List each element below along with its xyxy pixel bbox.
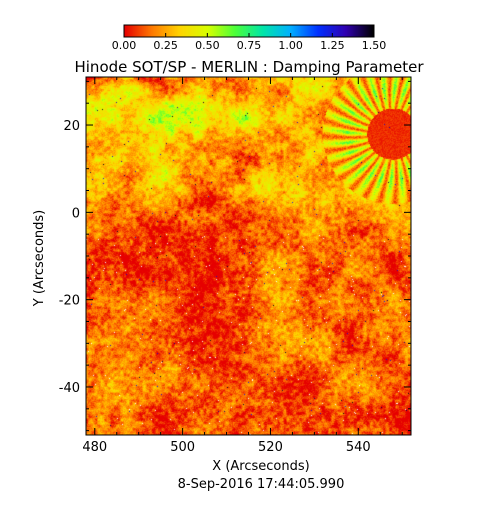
colorbar-tick-label: 1.25 — [320, 39, 345, 52]
y-axis: -40 -20 0 20 — [59, 80, 411, 432]
y-tick-label: -20 — [59, 294, 80, 309]
x-tick-label: 540 — [346, 440, 371, 455]
colorbar-tick-label: 0.00 — [112, 39, 137, 52]
colorbar-tick-label: 0.25 — [153, 39, 178, 52]
y-tick-label: -40 — [59, 381, 80, 396]
heatmap-image — [86, 77, 411, 435]
colorbar-tick-label: 0.75 — [237, 39, 262, 52]
colorbar: 0.00 0.25 0.50 0.75 1.00 1.25 1.50 — [112, 24, 387, 52]
x-tick-label: 500 — [170, 440, 195, 455]
timestamp-label: 8-Sep-2016 17:44:05.990 — [178, 477, 345, 492]
x-axis-label: X (Arcseconds) — [212, 459, 309, 474]
chart-title: Hinode SOT/SP - MERLIN : Damping Paramet… — [74, 58, 424, 76]
x-tick-label: 520 — [258, 440, 283, 455]
colorbar-tick-label: 1.00 — [278, 39, 303, 52]
colorbar-gradient — [124, 25, 374, 37]
colorbar-tick-label: 1.50 — [362, 39, 387, 52]
colorbar-tick-label: 0.50 — [195, 39, 220, 52]
y-tick-label: 0 — [72, 206, 80, 221]
plot-area — [85, 76, 412, 436]
y-axis-label: Y (Arcseconds) — [32, 210, 47, 307]
y-tick-label: 20 — [63, 119, 80, 134]
x-axis: 480 500 520 540 — [82, 77, 403, 455]
x-tick-label: 480 — [82, 440, 107, 455]
